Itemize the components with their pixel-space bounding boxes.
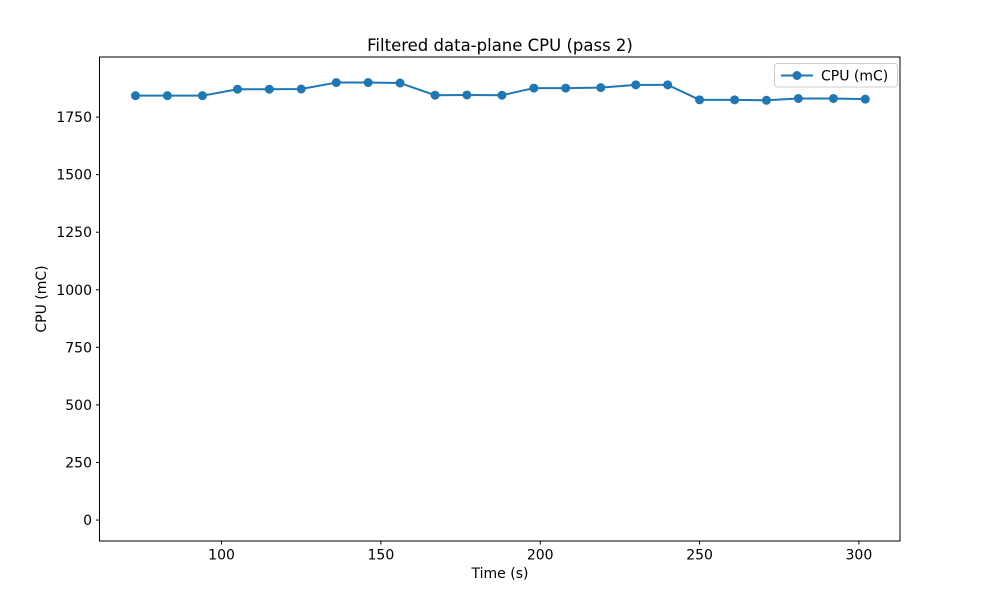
y-axis-label: CPU (mC) bbox=[34, 265, 50, 332]
data-point-marker bbox=[631, 80, 641, 90]
data-point-marker bbox=[828, 93, 838, 103]
y-tick-label: 1500 bbox=[56, 168, 92, 184]
data-point-marker bbox=[363, 78, 373, 88]
data-point-marker bbox=[695, 95, 705, 105]
data-point-marker bbox=[596, 83, 606, 93]
axis-ticks: 100 150 200 250 300 0 250 500 750 1000 1250 1500 175… bbox=[56, 110, 872, 563]
data-point-marker bbox=[860, 94, 870, 104]
plot-area bbox=[99, 57, 900, 541]
x-tick-label: 250 bbox=[686, 548, 713, 564]
data-point-marker bbox=[296, 84, 306, 94]
data-point-marker bbox=[497, 90, 507, 100]
y-tick-label: 250 bbox=[65, 455, 92, 471]
y-tick-label: 500 bbox=[65, 398, 92, 414]
y-tick-label: 1250 bbox=[56, 225, 92, 241]
data-point-marker bbox=[232, 84, 242, 94]
data-point-marker bbox=[561, 83, 571, 93]
legend-label: CPU (mC) bbox=[821, 69, 888, 85]
legend: CPU (mC) bbox=[774, 63, 898, 88]
data-point-marker bbox=[529, 83, 539, 93]
y-tick-label: 1750 bbox=[56, 110, 92, 126]
data-point-marker bbox=[264, 84, 274, 94]
data-point-marker bbox=[331, 78, 341, 88]
x-axis-label: Time (s) bbox=[471, 566, 529, 582]
legend-marker-icon bbox=[792, 71, 802, 80]
legend-box bbox=[774, 63, 898, 88]
y-tick-label: 1000 bbox=[56, 283, 92, 299]
data-point-marker bbox=[761, 95, 771, 105]
data-point-marker bbox=[131, 91, 141, 101]
data-point-marker bbox=[162, 91, 172, 101]
chart-title: Filtered data-plane CPU (pass 2) bbox=[367, 36, 633, 55]
data-point-marker bbox=[793, 93, 803, 103]
y-tick-label: 750 bbox=[65, 340, 92, 356]
x-tick-label: 200 bbox=[527, 548, 554, 564]
data-point-marker bbox=[730, 95, 740, 105]
data-point-marker bbox=[395, 78, 405, 88]
data-point-marker bbox=[430, 90, 440, 100]
x-tick-label: 300 bbox=[846, 548, 873, 564]
data-point-marker bbox=[462, 90, 472, 100]
axes-frame bbox=[99, 56, 901, 542]
data-point-marker bbox=[197, 91, 207, 101]
data-series bbox=[131, 78, 870, 105]
x-tick-label: 100 bbox=[208, 548, 235, 564]
x-tick-label: 150 bbox=[368, 548, 395, 564]
data-point-marker bbox=[663, 80, 673, 90]
y-tick-label: 0 bbox=[83, 513, 92, 529]
